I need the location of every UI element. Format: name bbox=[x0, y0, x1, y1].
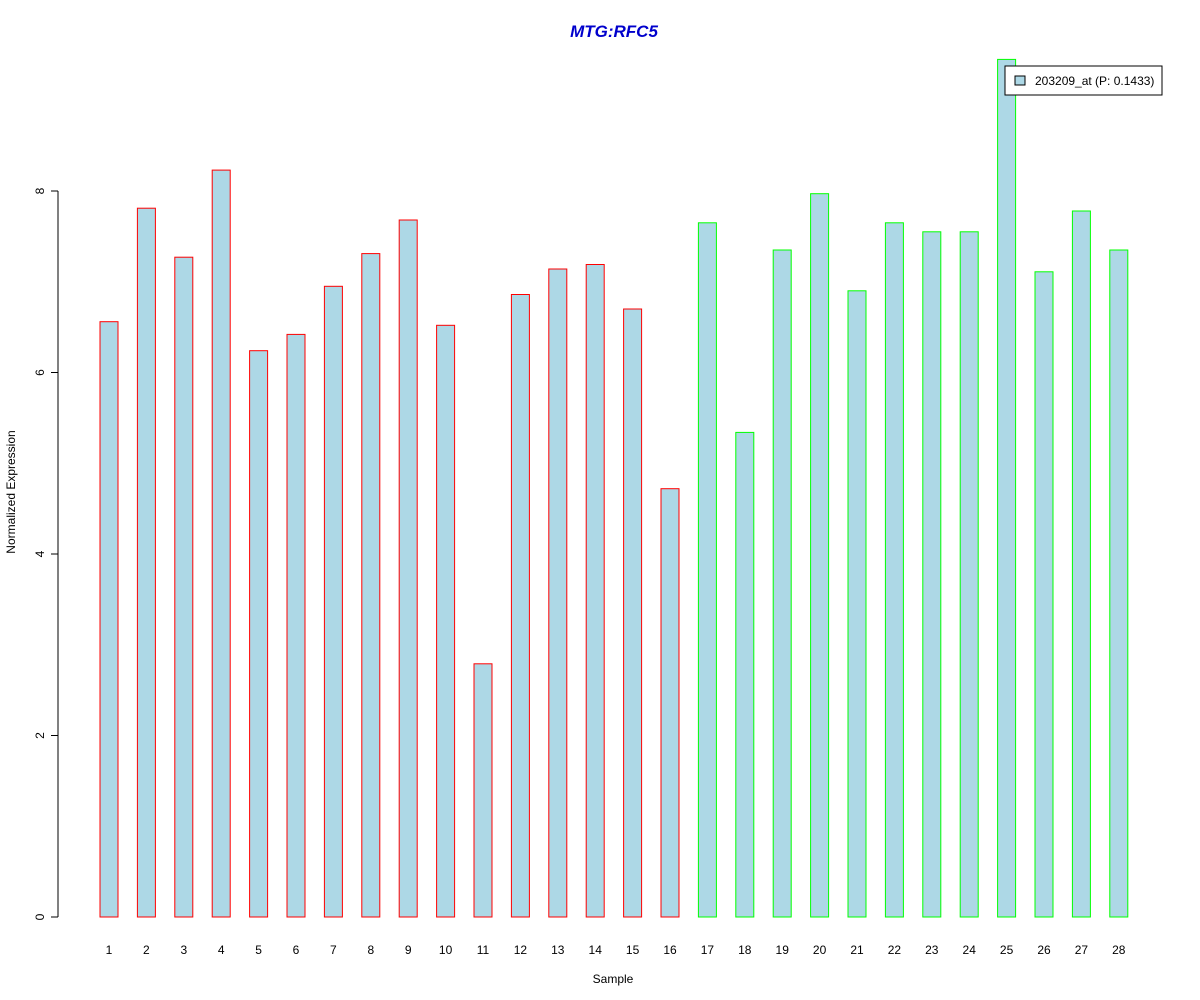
y-tick-label: 8 bbox=[33, 187, 47, 194]
y-axis-title: Normalized Expression bbox=[4, 430, 18, 553]
bar-sample-20 bbox=[810, 193, 830, 918]
bar-sample-13 bbox=[548, 268, 568, 918]
bar-sample-1 bbox=[99, 321, 119, 918]
bar-sample-2 bbox=[136, 207, 156, 918]
y-tick-label: 2 bbox=[33, 732, 47, 739]
x-tick-label: 28 bbox=[1112, 943, 1126, 957]
bar-sample-18 bbox=[735, 431, 755, 918]
x-tick-label: 25 bbox=[1000, 943, 1014, 957]
chart-title: MTG:RFC5 bbox=[570, 22, 658, 41]
bar-sample-15 bbox=[623, 308, 643, 918]
bar-sample-7 bbox=[323, 285, 343, 918]
x-tick-labels: 1 2 3 4 5 6 7 8 9 10 11 12 13 14 15 16 17 18 19 20 21 22 23 24 2… bbox=[106, 943, 1126, 957]
legend-box bbox=[1004, 65, 1163, 96]
x-tick-label: 10 bbox=[439, 943, 453, 957]
bar-sample-10 bbox=[436, 324, 456, 918]
x-tick-label: 21 bbox=[850, 943, 864, 957]
x-tick-label: 19 bbox=[776, 943, 790, 957]
y-tick-label: 4 bbox=[33, 550, 47, 557]
x-tick-label: 16 bbox=[663, 943, 677, 957]
y-axis: 0 2 4 6 8 bbox=[33, 187, 59, 920]
x-tick-label: 15 bbox=[626, 943, 640, 957]
x-tick-label: 14 bbox=[589, 943, 603, 957]
bar-sample-24 bbox=[959, 231, 979, 918]
bar-sample-25 bbox=[997, 58, 1017, 918]
x-tick-label: 13 bbox=[551, 943, 565, 957]
bar-sample-23 bbox=[922, 231, 942, 918]
x-tick-label: 26 bbox=[1037, 943, 1051, 957]
bar-sample-28 bbox=[1109, 249, 1129, 918]
x-tick-label: 3 bbox=[180, 943, 187, 957]
x-tick-label: 5 bbox=[255, 943, 262, 957]
y-tick-label: 0 bbox=[33, 913, 47, 920]
x-tick-label: 20 bbox=[813, 943, 827, 957]
x-tick-label: 22 bbox=[888, 943, 902, 957]
x-tick-label: 2 bbox=[143, 943, 150, 957]
bar-sample-22 bbox=[884, 222, 904, 918]
x-tick-label: 9 bbox=[405, 943, 412, 957]
x-tick-label: 6 bbox=[293, 943, 300, 957]
x-tick-label: 17 bbox=[701, 943, 715, 957]
bar-sample-17 bbox=[697, 222, 717, 918]
bar-sample-19 bbox=[772, 249, 792, 918]
bar-sample-12 bbox=[510, 294, 530, 918]
bar-sample-4 bbox=[211, 169, 231, 918]
x-tick-label: 23 bbox=[925, 943, 939, 957]
bar-sample-9 bbox=[398, 219, 418, 918]
x-tick-label: 24 bbox=[963, 943, 977, 957]
bar-sample-5 bbox=[249, 350, 269, 918]
bars-group bbox=[99, 58, 1129, 918]
y-tick-label: 6 bbox=[33, 369, 47, 376]
x-tick-label: 8 bbox=[367, 943, 374, 957]
legend-label: 203209_at (P: 0.1433) bbox=[1035, 74, 1154, 88]
bar-sample-21 bbox=[847, 290, 867, 918]
bar-sample-27 bbox=[1071, 210, 1091, 918]
x-tick-label: 4 bbox=[218, 943, 225, 957]
bar-sample-3 bbox=[174, 256, 194, 918]
x-tick-label: 1 bbox=[106, 943, 113, 957]
legend-swatch bbox=[1014, 75, 1026, 86]
x-tick-label: 18 bbox=[738, 943, 752, 957]
x-tick-label: 7 bbox=[330, 943, 337, 957]
x-tick-label: 27 bbox=[1075, 943, 1089, 957]
bar-sample-6 bbox=[286, 333, 306, 918]
bar-sample-16 bbox=[660, 488, 680, 918]
x-tick-label: 11 bbox=[477, 943, 490, 957]
bar-sample-8 bbox=[361, 253, 381, 918]
bar-sample-14 bbox=[585, 264, 605, 918]
bar-sample-26 bbox=[1034, 271, 1054, 918]
x-axis-title: Sample bbox=[593, 972, 634, 986]
x-tick-label: 12 bbox=[514, 943, 528, 957]
bar-sample-11 bbox=[473, 663, 493, 918]
legend: 203209_at (P: 0.1433) bbox=[1004, 65, 1163, 96]
